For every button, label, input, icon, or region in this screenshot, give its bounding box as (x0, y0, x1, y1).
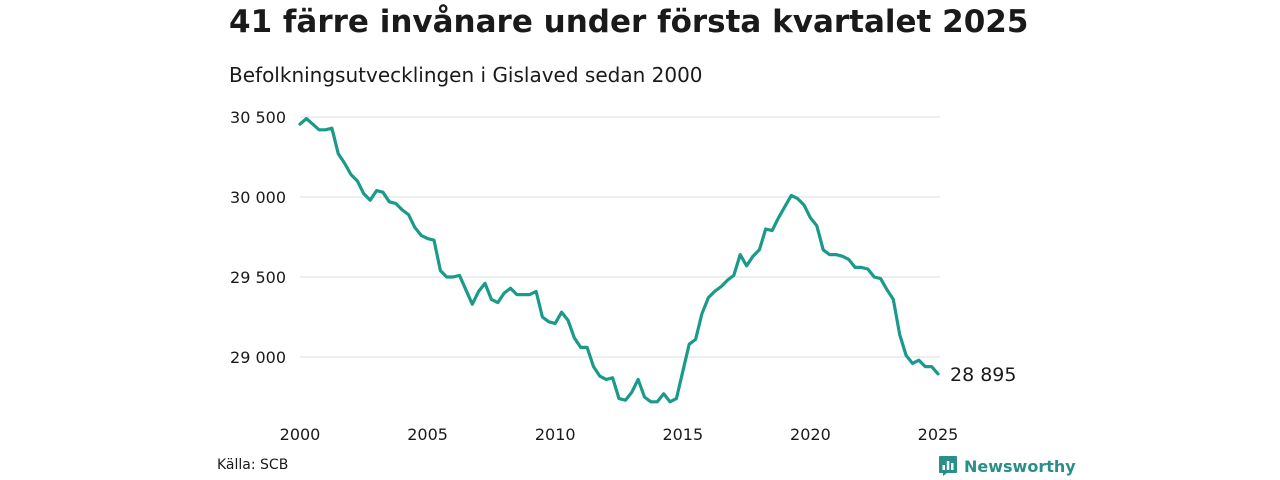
brand-logo: Newsworthy (938, 455, 1076, 477)
x-tick-label: 2015 (662, 425, 703, 444)
x-tick-label: 2020 (790, 425, 831, 444)
x-axis-ticks: 2000 2005 2010 2015 2020 2025 (280, 425, 959, 444)
y-tick-label: 29 000 (230, 348, 286, 367)
y-axis-ticks: 29 000 29 500 30 000 30 500 (230, 108, 286, 367)
chart-subtitle: Befolkningsutvecklingen i Gislaved sedan… (229, 63, 703, 87)
series-line-population (298, 117, 940, 404)
brand-name: Newsworthy (964, 456, 1076, 476)
y-tick-label: 30 000 (230, 188, 286, 207)
end-value-label: 28 895 (950, 364, 1016, 386)
chart-title: 41 färre invånare under första kvartalet… (229, 4, 1029, 40)
source-note: Källa: SCB (217, 457, 289, 473)
gridlines (300, 116, 940, 358)
x-tick-label: 2000 (280, 425, 321, 444)
y-tick-label: 29 500 (230, 268, 286, 287)
chart-bubble-icon (939, 456, 957, 476)
x-tick-label: 2025 (918, 425, 959, 444)
y-tick-label: 30 500 (230, 108, 286, 127)
x-tick-label: 2005 (407, 425, 448, 444)
x-tick-label: 2010 (535, 425, 576, 444)
